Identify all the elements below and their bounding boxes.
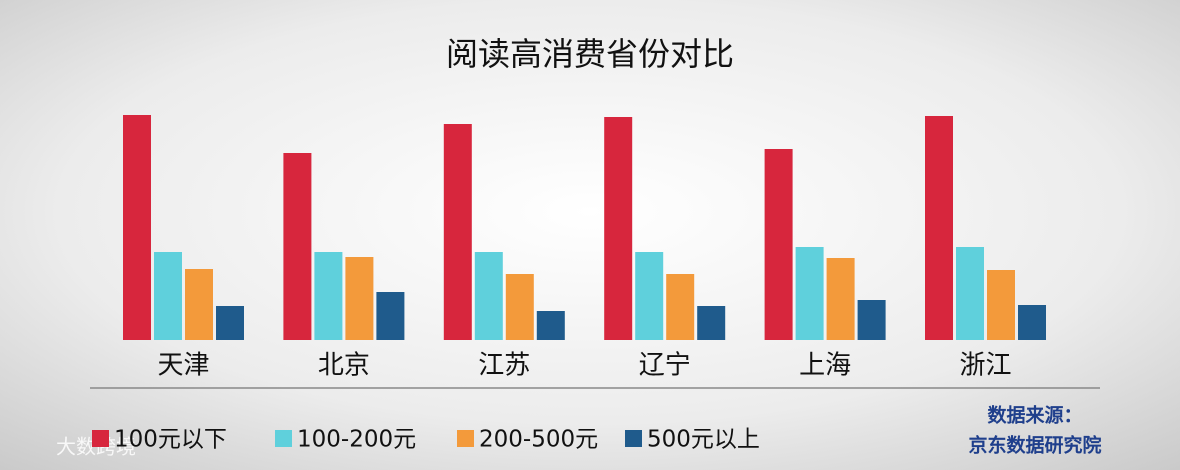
- bar: [376, 292, 405, 340]
- bar: [283, 153, 312, 340]
- x-tick-label: 江苏: [478, 351, 530, 381]
- bar: [216, 306, 244, 340]
- source-name: 京东数据研究院: [968, 434, 1101, 457]
- bar: [795, 247, 824, 340]
- bar: [443, 124, 472, 340]
- legend-swatch: [625, 430, 642, 447]
- source-label: 数据来源：: [987, 404, 1082, 427]
- bar: [154, 252, 182, 340]
- legend-label: 200-500元: [479, 427, 598, 453]
- bar: [505, 274, 534, 340]
- bar: [925, 116, 953, 340]
- bar: [697, 306, 726, 340]
- bar: [635, 252, 664, 340]
- bar: [987, 270, 1015, 340]
- legend-label: 100元以下: [114, 427, 227, 453]
- bar: [764, 149, 793, 340]
- bar: [1018, 305, 1046, 340]
- x-tick-label: 上海: [799, 351, 851, 381]
- x-tick-label: 北京: [318, 351, 370, 381]
- legend-swatch: [457, 430, 474, 447]
- bar: [666, 274, 695, 340]
- legend-swatch: [92, 430, 109, 447]
- bar: [536, 311, 565, 340]
- legend-swatch: [275, 430, 292, 447]
- bar: [345, 257, 374, 340]
- x-tick-label: 天津: [157, 351, 209, 381]
- legend-label: 100-200元: [297, 427, 416, 453]
- bar: [956, 247, 984, 340]
- bar: [123, 115, 151, 340]
- bar: [826, 258, 855, 340]
- bar: [314, 252, 343, 340]
- x-tick-label: 辽宁: [639, 351, 691, 381]
- legend-label: 500元以上: [647, 427, 760, 453]
- bar: [604, 117, 633, 340]
- bar: [857, 300, 886, 340]
- x-tick-label: 浙江: [959, 351, 1011, 381]
- chart-title: 阅读高消费省份对比: [446, 35, 734, 73]
- bar: [474, 252, 503, 340]
- bar: [185, 269, 213, 340]
